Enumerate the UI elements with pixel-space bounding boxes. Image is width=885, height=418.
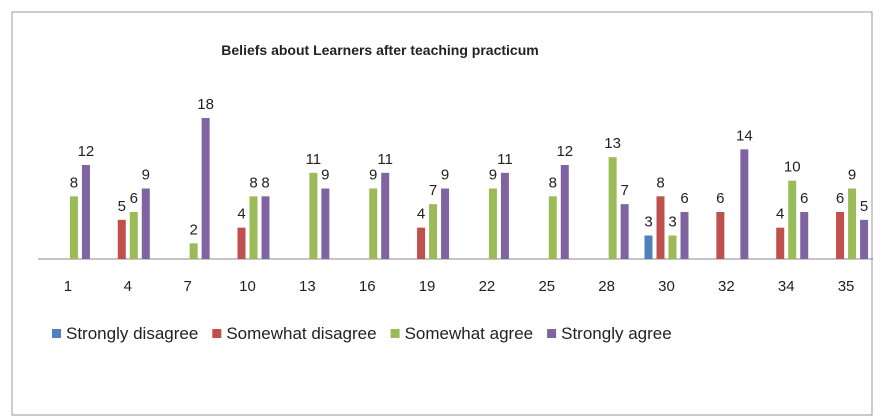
bar [237,227,246,259]
bar [740,149,749,259]
x-tick-label: 30 [658,278,675,295]
bar [644,235,653,259]
bar [548,196,557,259]
data-label: 8 [249,174,257,191]
chart-title: Beliefs about Learners after teaching pr… [221,42,538,58]
data-label: 10 [784,159,801,176]
bar [141,188,150,259]
x-tick-label: 13 [299,278,316,295]
data-label: 3 [644,214,652,231]
data-label: 6 [836,190,844,207]
data-label: 8 [70,174,78,191]
data-label: 9 [848,167,856,184]
bar [656,196,665,259]
data-label: 3 [668,214,676,231]
x-tick-label: 34 [778,278,795,295]
bar [249,196,258,259]
bar [441,188,450,259]
legend-swatch [547,329,557,338]
x-tick-label: 22 [479,278,496,295]
bar [776,227,785,259]
data-label: 4 [237,206,245,223]
data-label: 4 [776,206,784,223]
legend-swatch [390,329,400,338]
bar [261,196,270,259]
bar [417,227,426,259]
legend-label: Somewhat disagree [226,324,376,343]
bar [608,157,617,259]
data-label: 7 [620,182,628,199]
bar [560,165,569,259]
x-tick-label: 19 [419,278,436,295]
bar [620,204,629,259]
data-label: 5 [118,198,126,215]
data-label: 11 [377,151,393,168]
bar [668,235,677,259]
x-tick-label: 10 [239,278,256,295]
bar [500,172,509,259]
data-label: 8 [549,174,557,191]
bar [429,204,438,259]
bar [381,172,390,259]
x-tick-label: 16 [359,278,376,295]
x-tick-label: 7 [183,278,191,295]
bar [680,212,689,259]
data-label: 8 [656,174,664,191]
x-tick-label: 4 [124,278,132,295]
legend-swatch [212,329,222,338]
x-tick-label: 25 [538,278,555,295]
bar [189,243,198,259]
legend-swatch [52,329,61,338]
bar [321,188,330,259]
data-label: 9 [321,167,329,184]
data-label: 11 [497,151,513,168]
bar [848,188,857,259]
bar [716,212,725,259]
data-label: 6 [800,190,808,207]
bar [788,180,797,259]
legend-label: Strongly disagree [66,324,198,343]
data-label: 4 [417,206,425,223]
data-label: 18 [197,96,214,113]
bar [201,118,210,259]
x-tick-label: 28 [598,278,615,295]
bar [369,188,378,259]
data-label: 6 [680,190,688,207]
x-tick-label: 35 [838,278,855,295]
data-label: 12 [556,143,573,160]
legend-label: Strongly agree [561,324,672,343]
bar [309,172,318,259]
data-label: 9 [489,167,497,184]
data-label: 9 [369,167,377,184]
bar [860,219,869,259]
data-label: 6 [130,190,138,207]
bar [488,188,497,259]
data-label: 9 [441,167,449,184]
bar [81,165,90,259]
bar [69,196,78,259]
data-label: 11 [306,151,322,168]
data-label: 9 [142,167,150,184]
x-tick-label: 1 [64,278,72,295]
legend-label: Somewhat agree [405,324,534,343]
bar [129,212,138,259]
data-label: 13 [604,135,621,152]
data-label: 6 [716,190,724,207]
data-label: 2 [189,221,197,238]
bar [117,219,126,259]
data-label: 7 [429,182,437,199]
data-label: 5 [860,198,868,215]
data-label: 12 [78,143,95,160]
data-label: 8 [261,174,269,191]
x-tick-label: 32 [718,278,735,295]
bar [836,212,845,259]
data-label: 14 [736,127,753,144]
bar [800,212,809,259]
